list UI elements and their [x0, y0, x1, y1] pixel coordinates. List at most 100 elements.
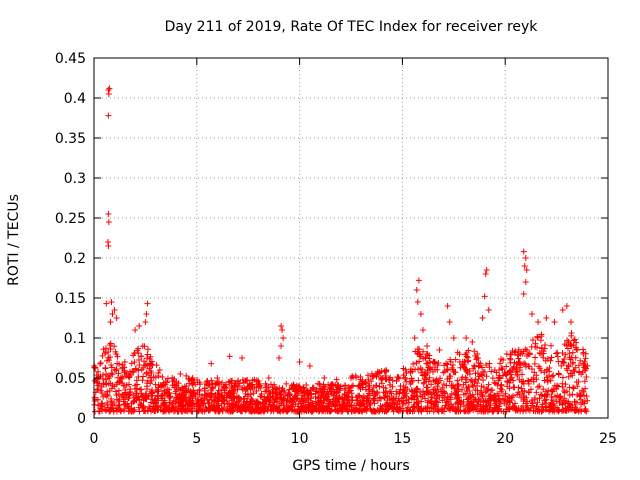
- data-point: [414, 299, 421, 305]
- data-point: [432, 378, 439, 385]
- data-point: [561, 341, 568, 348]
- data-point: [401, 389, 408, 396]
- data-point: [514, 351, 521, 358]
- data-point: [531, 369, 538, 376]
- data-point: [192, 393, 199, 400]
- data-point: [148, 377, 155, 384]
- data-point: [113, 315, 120, 321]
- data-point: [528, 365, 535, 372]
- data-point: [325, 381, 332, 388]
- data-point: [444, 367, 451, 374]
- data-point: [509, 366, 516, 373]
- data-point: [107, 346, 114, 353]
- data-point: [289, 404, 296, 411]
- data-point: [514, 372, 521, 379]
- data-point: [444, 303, 451, 309]
- data-point: [152, 398, 159, 405]
- data-point: [415, 403, 422, 410]
- data-point: [441, 390, 448, 397]
- data-point: [460, 407, 467, 414]
- data-point: [213, 402, 220, 409]
- data-point: [463, 335, 470, 341]
- data-point: [408, 387, 415, 394]
- data-point: [239, 355, 246, 361]
- data-point: [121, 406, 128, 413]
- data-point: [432, 387, 439, 394]
- data-point: [186, 400, 193, 407]
- data-point: [518, 385, 525, 392]
- data-point: [467, 403, 474, 410]
- data-point: [450, 335, 457, 341]
- data-point: [306, 403, 313, 410]
- data-point: [446, 378, 453, 385]
- data-point: [520, 392, 527, 399]
- data-point: [526, 407, 533, 414]
- data-point: [417, 365, 424, 372]
- data-point: [396, 390, 403, 397]
- data-point: [482, 389, 489, 396]
- data-point: [244, 377, 251, 384]
- data-point: [339, 395, 346, 402]
- data-point: [567, 370, 574, 377]
- data-point: [446, 373, 453, 380]
- data-point: [575, 378, 582, 385]
- data-point: [201, 400, 208, 407]
- data-point: [462, 390, 469, 397]
- data-point: [173, 394, 180, 401]
- data-point: [333, 376, 340, 383]
- data-point: [139, 377, 146, 384]
- data-point: [228, 394, 235, 401]
- data-point: [235, 383, 242, 390]
- data-point: [430, 368, 437, 375]
- data-point: [318, 398, 325, 405]
- data-point: [576, 393, 583, 400]
- data-point: [420, 348, 427, 355]
- data-point: [309, 384, 316, 391]
- data-point: [439, 384, 446, 391]
- data-point: [105, 91, 112, 97]
- data-point: [470, 365, 477, 372]
- data-point: [203, 393, 210, 400]
- x-tick-label: 20: [496, 431, 514, 447]
- data-point: [103, 371, 110, 378]
- data-point: [111, 307, 118, 313]
- data-point: [143, 370, 150, 377]
- data-point: [281, 387, 288, 394]
- data-point: [471, 348, 478, 355]
- data-point: [327, 407, 334, 414]
- data-point: [532, 340, 539, 347]
- data-point: [91, 408, 98, 415]
- data-point: [471, 362, 478, 369]
- data-point: [548, 342, 555, 349]
- data-point: [564, 345, 571, 352]
- data-point: [583, 408, 590, 415]
- data-point: [264, 407, 271, 414]
- data-point: [518, 378, 525, 385]
- data-point: [422, 405, 429, 412]
- data-point: [370, 407, 377, 414]
- data-point: [273, 386, 280, 393]
- data-point: [519, 379, 526, 386]
- data-point: [499, 366, 506, 373]
- data-point: [360, 394, 367, 401]
- data-point: [144, 380, 151, 387]
- data-point: [124, 403, 131, 410]
- y-tick-label: 0.05: [55, 371, 86, 387]
- data-point: [504, 383, 511, 390]
- data-point: [477, 360, 484, 367]
- data-point: [534, 384, 541, 391]
- data-point: [326, 386, 333, 393]
- data-point: [471, 396, 478, 403]
- data-point: [481, 293, 488, 300]
- data-point: [133, 385, 140, 392]
- data-point: [147, 368, 154, 375]
- data-point: [365, 398, 372, 405]
- data-point: [207, 394, 214, 401]
- data-point: [561, 356, 568, 363]
- data-point: [355, 401, 362, 408]
- data-point: [334, 381, 341, 388]
- data-point: [112, 388, 119, 395]
- data-point: [234, 386, 241, 393]
- data-point: [356, 382, 363, 389]
- data-point: [130, 398, 137, 405]
